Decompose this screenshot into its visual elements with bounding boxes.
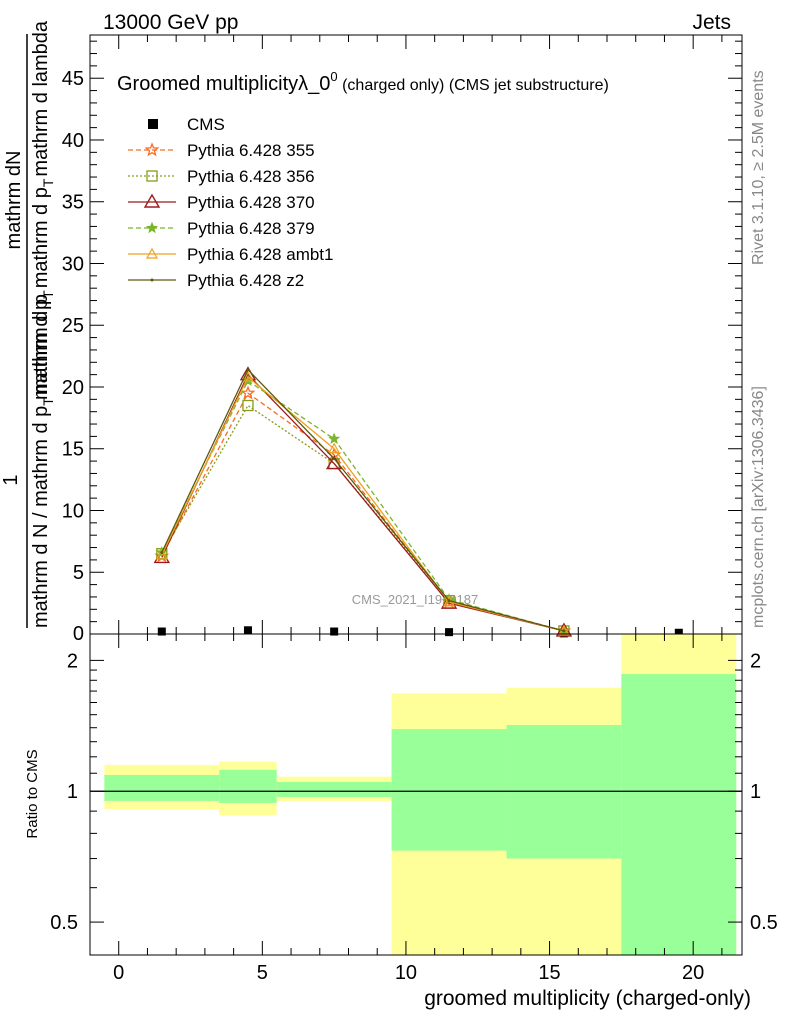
legend-label: Pythia 6.428 ambt1 bbox=[187, 245, 333, 264]
ratio-panel: 0.5 0.5 1 1 2 2 0 5 10 15 20 Ratio to CMS groomed… bbox=[24, 633, 778, 1010]
legend-label: Pythia 6.428 355 bbox=[187, 141, 315, 160]
ratio-band-green bbox=[621, 674, 737, 955]
legend-label: Pythia 6.428 379 bbox=[187, 219, 315, 238]
series-line bbox=[161, 379, 565, 632]
legend-label: CMS bbox=[187, 115, 225, 134]
chart-title-sup: 0 bbox=[330, 69, 337, 84]
dot-marker bbox=[150, 278, 154, 282]
filled-star-marker bbox=[145, 221, 159, 234]
ratio-band-green bbox=[276, 782, 392, 797]
y-tick-label: 25 bbox=[62, 315, 84, 337]
y-label-den-b: mathrm d p bbox=[30, 187, 52, 288]
ratio-y-tick-label-right: 1 bbox=[750, 781, 761, 803]
ratio-band-green bbox=[219, 769, 277, 803]
ratio-y-tick-label: 2 bbox=[67, 650, 78, 672]
y-tick-label: 30 bbox=[62, 253, 84, 275]
y-label-bottom-a: mathrm d N / mathrm d p bbox=[30, 406, 52, 628]
main-y-axis: 5 10 15 20 25 30 35 40 45 0 bbox=[62, 40, 742, 645]
cms-data-point bbox=[330, 627, 339, 636]
y-label-bottom-b: mathrm d p bbox=[30, 294, 52, 395]
star-marker bbox=[144, 142, 160, 157]
main-x-ticks bbox=[118, 35, 723, 634]
dot-marker bbox=[562, 629, 566, 633]
y-label-denominator-top: mathrm d pTmathrm d pTmathrm d lambda bbox=[30, 20, 56, 400]
main-y-label: 1 mathrm dN mathrm d pTmathrm d pTmathrm… bbox=[0, 20, 56, 628]
x-tick-label: 20 bbox=[682, 962, 704, 984]
ratio-bands bbox=[104, 634, 737, 955]
series-group bbox=[153, 366, 683, 638]
small-triangle-marker bbox=[145, 247, 159, 259]
y-tick-label: 10 bbox=[62, 500, 84, 522]
small-triangle-marker bbox=[241, 370, 254, 382]
ratio-y-tick-label-right: 2 bbox=[750, 650, 761, 672]
filled-star-marker bbox=[328, 432, 341, 444]
x-axis-label: groomed multiplicity (charged-only) bbox=[424, 987, 751, 1010]
y-label-bottom-sub: T bbox=[40, 397, 56, 406]
y-tick-label: 20 bbox=[62, 377, 84, 399]
legend-label: Pythia 6.428 370 bbox=[187, 193, 315, 212]
dot-marker bbox=[332, 457, 336, 461]
x-tick-label: 0 bbox=[113, 962, 124, 984]
dot-marker bbox=[246, 368, 250, 372]
cms-data-point bbox=[157, 627, 166, 636]
y-label-den-sub-b: T bbox=[40, 178, 56, 187]
dot-marker bbox=[447, 599, 451, 603]
square-marker bbox=[146, 170, 158, 182]
legend-label: Pythia 6.428 z2 bbox=[187, 271, 304, 290]
triangle-marker bbox=[143, 193, 161, 208]
y-label-num-text: mathrm dN bbox=[3, 151, 25, 250]
dot-marker bbox=[160, 550, 164, 554]
series-line bbox=[161, 376, 565, 632]
cms-data-point bbox=[674, 628, 683, 637]
ratio-band-green bbox=[104, 774, 220, 801]
energy-label: 13000 GeV pp bbox=[103, 11, 238, 34]
chart-title-main: Groomed multiplicityλ_0 bbox=[117, 73, 330, 95]
chart-title-sub: (charged only) (CMS jet substructure) bbox=[338, 77, 609, 94]
y-label-den-sub-a: T bbox=[40, 290, 56, 299]
y-label-denominator-bottom: mathrm d N / mathrm d pTmathrm d p bbox=[30, 294, 56, 628]
y-tick-label: 5 bbox=[73, 562, 84, 584]
cms-data-point bbox=[243, 626, 252, 635]
star-marker bbox=[240, 385, 256, 400]
x-tick-label: 5 bbox=[257, 962, 268, 984]
y-label-den-c: mathrm d lambda bbox=[30, 20, 52, 176]
chart-title: Groomed multiplicityλ_00 (charged only) … bbox=[117, 69, 609, 95]
square-marker bbox=[242, 399, 254, 412]
y-label-one: 1 bbox=[0, 474, 22, 485]
y-tick-label: 45 bbox=[62, 68, 84, 90]
y-label-numerator: mathrm dN bbox=[3, 151, 25, 250]
ratio-y-tick-label: 0.5 bbox=[50, 912, 78, 934]
ratio-y-axis: 0.5 0.5 1 1 2 2 bbox=[50, 650, 778, 934]
cms-data-point bbox=[445, 628, 454, 637]
process-label: Jets bbox=[692, 11, 731, 34]
ratio-y-tick-label: 1 bbox=[67, 781, 78, 803]
x-tick-label: 10 bbox=[395, 962, 417, 984]
mcplots-label: mcplots.cern.ch [arXiv:1306.3436] bbox=[750, 386, 767, 628]
y-tick-label: 15 bbox=[62, 439, 84, 461]
ratio-frame bbox=[89, 633, 743, 956]
small-triangle-marker bbox=[328, 442, 341, 454]
small-triangle-marker bbox=[155, 548, 168, 560]
legend: CMS Pythia 6.428 355 Pythia 6.428 356 Pythi… bbox=[128, 115, 333, 290]
y-tick-label: 40 bbox=[62, 130, 84, 152]
ratio-y-label: Ratio to CMS bbox=[24, 749, 41, 838]
ratio-y-tick-label-right: 0.5 bbox=[750, 912, 778, 934]
ratio-band-green bbox=[391, 729, 507, 851]
x-tick-label: 15 bbox=[538, 962, 560, 984]
legend-marker bbox=[148, 119, 158, 129]
y-tick-label-zero: 0 bbox=[73, 623, 84, 645]
y-tick-label: 35 bbox=[62, 192, 84, 214]
rivet-version-label: Rivet 3.1.10, ≥ 2.5M events bbox=[750, 70, 767, 265]
legend-label: Pythia 6.428 356 bbox=[187, 167, 315, 186]
ratio-x-axis: 0 5 10 15 20 bbox=[113, 634, 723, 984]
y-label-den-a: mathrm d p bbox=[30, 299, 52, 400]
